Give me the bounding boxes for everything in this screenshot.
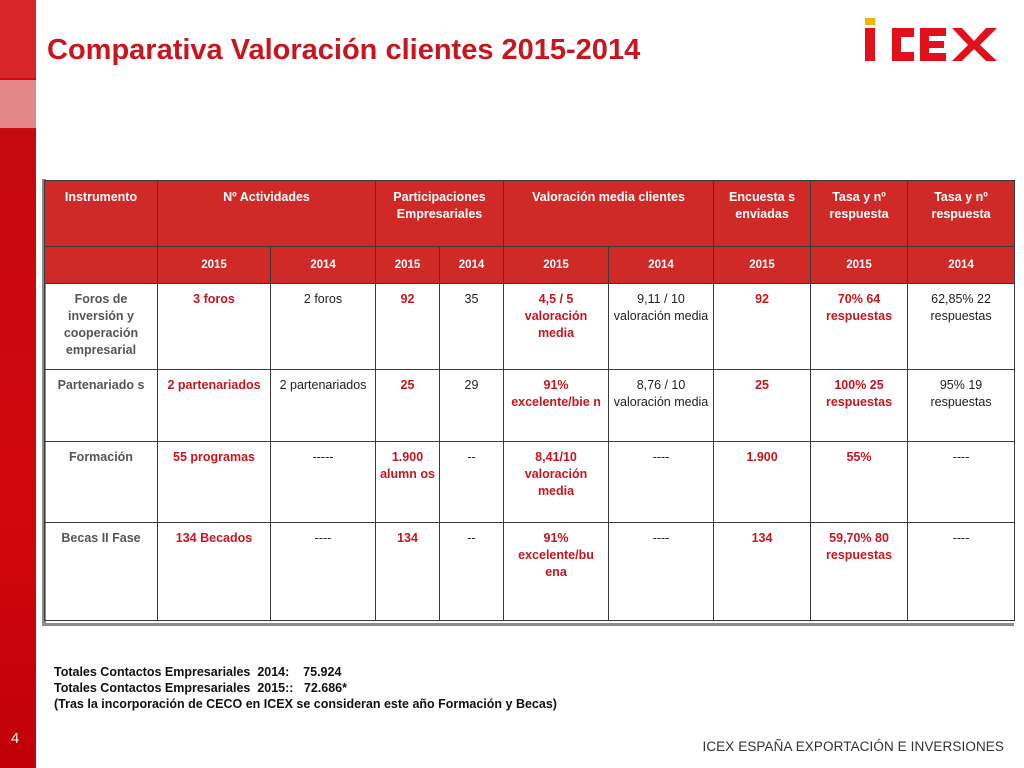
icex-logo [865,18,997,61]
note-line: Totales Contactos Empresariales 2014: 75… [54,665,342,679]
header-actividades: Nº Actividades [157,180,376,247]
table-cell: 55% [810,441,909,523]
valuation-table: Instrumento Nº Actividades Participacion… [44,180,1016,621]
row-label: Partenariado s [44,369,158,442]
totals-notes: Totales Contactos Empresariales 2014: 75… [54,664,557,712]
year-cell: 2015 [157,246,271,284]
table-cell: 35 [438,283,505,370]
header-tasa-1: Tasa y nº respuesta [810,180,909,247]
table-cell: ---- [608,522,715,621]
table-cell: ---- [907,522,1016,621]
row-label: Foros de inversión y cooperación empresa… [44,283,158,370]
table-cell: 92 [713,283,812,370]
table-cell: 4,5 / 5 valoración media [503,283,610,370]
table-cell: ---- [608,441,715,523]
footer-text: ICEX ESPAÑA EXPORTACIÓN E INVERSIONES [702,739,1004,754]
table-cell: 91% excelente/bie n [503,369,610,442]
table-cell: 95% 19 respuestas [907,369,1016,442]
note-line: (Tras la incorporación de CECO en ICEX s… [54,697,557,711]
year-cell: 2015 [503,246,610,284]
table-cell: 3 foros [157,283,271,370]
table-cell: 59,70% 80 respuestas [810,522,909,621]
header-valoracion: Valoración media clientes [503,180,715,247]
table-cell: 134 Becados [157,522,271,621]
header-tasa-2: Tasa y nº respuesta [907,180,1016,247]
table-cell: 134 [375,522,440,621]
table-cell: ---- [270,522,376,621]
table-row: Becas II Fase 134 Becados ---- 134 -- 91… [44,522,1016,621]
table-cell: ---- [907,441,1016,523]
table-cell: 55 programas [157,441,271,523]
note-line: Totales Contactos Empresariales 2015:: 7… [54,681,347,695]
table-cell: 29 [438,369,505,442]
icex-logo-mark [865,18,997,61]
year-cell: 2015 [713,246,812,284]
table-cell: 1.900 alumn os [375,441,440,523]
year-cell: 2014 [608,246,715,284]
table-cell: 62,85% 22 respuestas [907,283,1016,370]
table-cell: 2 partenariados [157,369,271,442]
table-cell: 70% 64 respuestas [810,283,909,370]
header-instrumento: Instrumento [44,180,158,247]
row-label: Formación [44,441,158,523]
table-cell: -- [438,441,505,523]
row-label: Becas II Fase [44,522,158,621]
year-empty-cell [44,246,158,284]
year-cell: 2014 [270,246,376,284]
side-accent-bar: 4 [0,0,36,768]
slide-number: 4 [10,730,20,747]
table-cell: 2 foros [270,283,376,370]
table-cell: 9,11 / 10 valoración media [608,283,715,370]
table-row: Formación 55 programas ----- 1.900 alumn… [44,441,1016,523]
year-cell: 2015 [375,246,440,284]
table-cell: ----- [270,441,376,523]
table-cell: 1.900 [713,441,812,523]
table-year-row: 2015 2014 2015 2014 2015 2014 2015 2015 … [44,246,1016,284]
table-row: Partenariado s 2 partenariados 2 partena… [44,369,1016,442]
header-encuestas: Encuesta s enviadas [713,180,812,247]
table-cell: 8,41/10 valoración media [503,441,610,523]
side-bar-top-segment [0,0,36,78]
table-header-row: Instrumento Nº Actividades Participacion… [44,180,1016,247]
table-cell: 25 [713,369,812,442]
side-bar-light-segment [0,80,36,128]
table-cell: 100% 25 respuestas [810,369,909,442]
table-row: Foros de inversión y cooperación empresa… [44,283,1016,370]
year-cell: 2014 [438,246,505,284]
year-cell: 2014 [907,246,1016,284]
slide-title: Comparativa Valoración clientes 2015-201… [47,34,641,66]
table-cell: 92 [375,283,440,370]
side-bar-main-segment [0,130,36,768]
table-cell: 134 [713,522,812,621]
table-cell: -- [438,522,505,621]
year-cell: 2015 [810,246,909,284]
table-cell: 91% excelente/bu ena [503,522,610,621]
table-cell: 2 partenariados [270,369,376,442]
table-cell: 25 [375,369,440,442]
table-cell: 8,76 / 10 valoración media [608,369,715,442]
header-participaciones: Participaciones Empresariales [374,180,505,247]
